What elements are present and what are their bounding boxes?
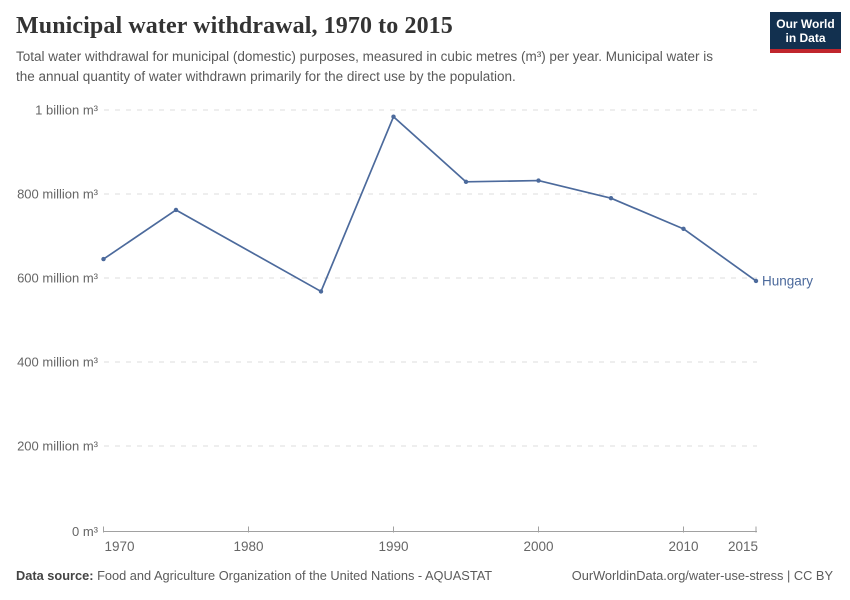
chart-footer: Data source: Food and Agriculture Organi… [16, 568, 833, 583]
data-point[interactable] [463, 179, 469, 185]
page-title: Municipal water withdrawal, 1970 to 2015 [16, 13, 453, 39]
y-axis-tick-label: 800 million m³ [17, 187, 99, 202]
data-line-hungary[interactable] [103, 115, 757, 293]
data-source: Data source: Food and Agriculture Organi… [16, 568, 492, 583]
y-axis-tick-label: 200 million m³ [17, 439, 99, 454]
x-axis-tick-label: 1990 [378, 539, 408, 554]
data-point[interactable] [173, 207, 179, 213]
x-axis-tick-label: 1970 [105, 539, 135, 554]
data-point[interactable] [101, 256, 106, 262]
data-source-text: Food and Agriculture Organization of the… [93, 568, 493, 583]
page-subtitle: Total water withdrawal for municipal (do… [16, 49, 714, 84]
data-point[interactable] [536, 178, 541, 183]
owid-logo-line1: Our World [776, 16, 835, 31]
data-source-label: Data source: [16, 568, 94, 583]
data-point[interactable] [608, 196, 614, 201]
y-axis-tick-label: 1 billion m³ [35, 103, 99, 118]
owid-logo-line2: in Data [785, 30, 826, 45]
y-axis-tick-label: 0 m³ [72, 524, 99, 539]
x-axis-tick-label: 2000 [523, 539, 553, 554]
x-axis-tick-label: 2015 [728, 539, 758, 554]
owid-logo: Our World in Data [770, 12, 841, 53]
chart-header: Municipal water withdrawal, 1970 to 2015… [16, 13, 756, 86]
credit-link[interactable]: OurWorldinData.org/water-use-stress | CC… [571, 568, 833, 583]
y-axis-tick-label: 600 million m³ [17, 271, 99, 286]
x-axis-tick-label: 1980 [233, 539, 263, 554]
x-axis-tick-label: 2010 [668, 539, 698, 554]
y-axis-tick-label: 400 million m³ [17, 355, 99, 370]
data-point[interactable] [391, 114, 396, 119]
data-point[interactable] [681, 226, 686, 232]
data-point[interactable] [753, 278, 759, 284]
data-point[interactable] [318, 289, 324, 294]
series-label-hungary[interactable]: Hungary [762, 273, 813, 288]
